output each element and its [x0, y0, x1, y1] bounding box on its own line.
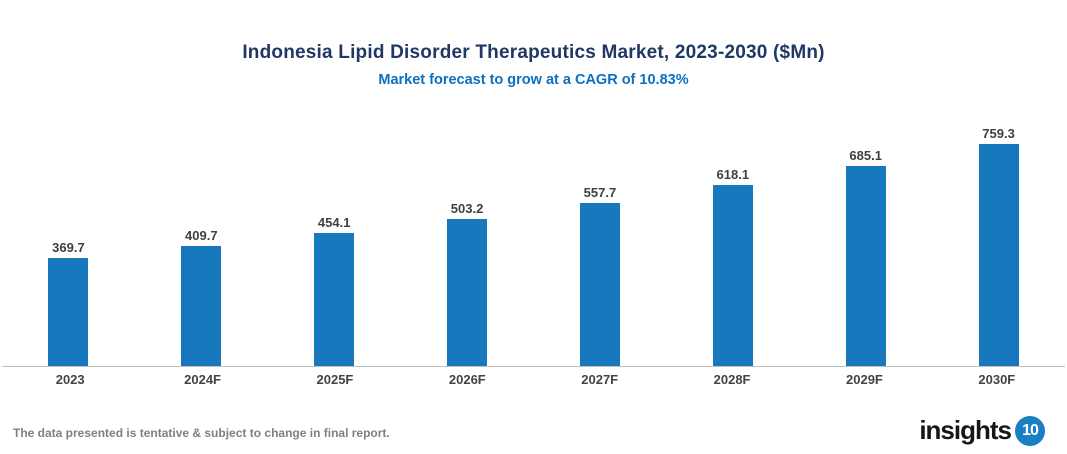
bar-column: 409.7	[135, 104, 268, 366]
bar[interactable]	[181, 246, 222, 366]
bar-value-label: 503.2	[450, 201, 484, 216]
x-axis-tick-label: 2025F	[316, 372, 354, 387]
chart-subtitle: Market forecast to grow at a CAGR of 10.…	[378, 72, 689, 88]
bar-value-label: 759.3	[982, 126, 1015, 142]
x-axis-tick-label: 2029F	[846, 372, 883, 387]
x-axis-tick-label: 2028F	[713, 372, 751, 387]
chart-plot-wrapper: 369.7 409.7 454.1 503.2 557.7 618.1 685.1 759.3…	[0, 104, 1067, 387]
x-axis-tick-label: 2030F	[978, 372, 1016, 387]
disclaimer-text: The data presented is tentative & subjec…	[13, 426, 390, 440]
bar-value-label: 409.7	[185, 228, 218, 244]
x-axis-tick-label: 2026F	[448, 372, 486, 387]
insights10-logo: insights 10	[919, 415, 1045, 446]
bar-column: 503.2	[401, 104, 534, 366]
bar-value-label: 557.7	[583, 185, 617, 200]
bar[interactable]	[314, 233, 355, 366]
bar-value-label: 685.1	[849, 147, 882, 163]
bar-column: 454.1	[268, 104, 401, 366]
bar[interactable]	[845, 165, 886, 366]
x-axis-tick-label: 2027F	[581, 372, 619, 387]
bar[interactable]	[579, 203, 620, 366]
x-axis-labels: 2023 2024F 2025F 2026F 2027F 2028F 2029F 2030F	[2, 372, 1065, 387]
bar-column: 369.7	[2, 104, 135, 366]
logo-wordmark: insights	[919, 415, 1012, 445]
bar-column: 557.7	[534, 104, 667, 366]
bar-value-label: 618.1	[716, 167, 750, 183]
bar[interactable]	[978, 144, 1019, 366]
bar[interactable]	[447, 219, 488, 366]
bar-column: 685.1	[799, 104, 932, 366]
bar-column: 618.1	[666, 104, 799, 366]
bar[interactable]	[48, 258, 89, 366]
bar-value-label: 454.1	[317, 215, 351, 231]
bar[interactable]	[712, 185, 753, 366]
bar-value-label: 369.7	[52, 240, 85, 255]
logo-badge-icon: 10	[1015, 415, 1045, 446]
plot-area: 369.7 409.7 454.1 503.2 557.7 618.1 685.1 759.3	[2, 104, 1065, 367]
x-axis-tick-label: 2024F	[184, 372, 221, 387]
x-axis-tick-label: 2023	[55, 372, 85, 387]
chart-title: Indonesia Lipid Disorder Therapeutics Ma…	[242, 42, 825, 63]
bar-column: 759.3	[932, 104, 1065, 366]
chart-footer: The data presented is tentative & subjec…	[0, 415, 1067, 454]
